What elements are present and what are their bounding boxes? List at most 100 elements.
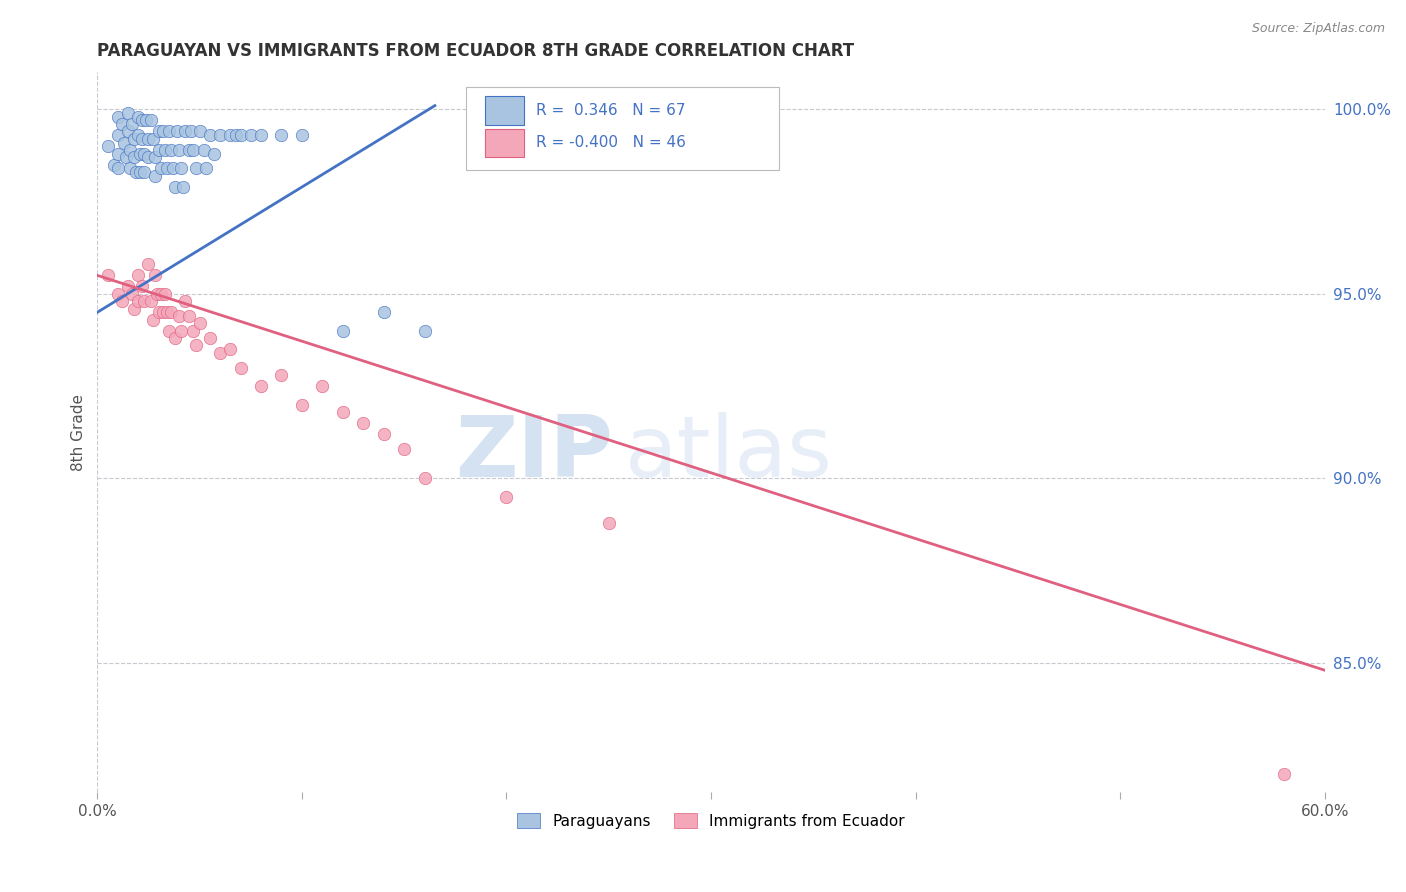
Point	[134, 165, 156, 179]
Point	[188, 316, 211, 330]
Point	[183, 324, 205, 338]
Point	[97, 139, 120, 153]
Point	[97, 268, 120, 283]
Point	[148, 305, 170, 319]
Point	[142, 312, 165, 326]
Point	[107, 286, 129, 301]
Y-axis label: 8th Grade: 8th Grade	[72, 393, 86, 471]
Point	[170, 161, 193, 176]
FancyBboxPatch shape	[485, 128, 524, 157]
Point	[198, 128, 221, 143]
Point	[142, 132, 165, 146]
Point	[111, 117, 134, 131]
Point	[202, 146, 225, 161]
Point	[183, 143, 205, 157]
Point	[117, 124, 139, 138]
Point	[270, 128, 292, 143]
Point	[143, 169, 166, 183]
Point	[131, 132, 153, 146]
Point	[291, 397, 314, 411]
Text: R =  0.346   N = 67: R = 0.346 N = 67	[536, 103, 685, 118]
Point	[111, 294, 134, 309]
Point	[250, 128, 273, 143]
Point	[160, 305, 183, 319]
Point	[209, 128, 232, 143]
Point	[103, 158, 125, 172]
Point	[131, 113, 153, 128]
Point	[112, 136, 135, 150]
Point	[160, 143, 183, 157]
FancyBboxPatch shape	[465, 87, 779, 169]
Text: atlas: atlas	[626, 412, 834, 495]
Point	[373, 427, 395, 442]
Point	[598, 516, 620, 530]
Point	[170, 324, 193, 338]
Text: ZIP: ZIP	[456, 412, 613, 495]
Point	[392, 442, 415, 456]
Point	[145, 286, 167, 301]
Point	[122, 150, 145, 164]
Point	[117, 106, 139, 120]
Text: R = -0.400   N = 46: R = -0.400 N = 46	[536, 136, 685, 151]
Point	[184, 338, 207, 352]
Point	[117, 279, 139, 293]
Point	[134, 294, 156, 309]
Point	[152, 305, 174, 319]
Point	[107, 128, 129, 143]
Point	[219, 128, 242, 143]
Point	[194, 161, 217, 176]
Point	[179, 143, 201, 157]
Point	[135, 113, 157, 128]
Point	[332, 405, 354, 419]
Point	[127, 268, 149, 283]
Point	[188, 124, 211, 138]
Point	[148, 124, 170, 138]
Point	[373, 305, 395, 319]
FancyBboxPatch shape	[485, 96, 524, 125]
Point	[143, 150, 166, 164]
Point	[413, 324, 436, 338]
Point	[250, 379, 273, 393]
Point	[166, 124, 188, 138]
Point	[157, 324, 180, 338]
Point	[139, 113, 162, 128]
Point	[332, 324, 354, 338]
Point	[131, 279, 153, 293]
Point	[138, 150, 160, 164]
Point	[107, 110, 129, 124]
Point	[148, 143, 170, 157]
Point	[152, 124, 174, 138]
Point	[352, 416, 374, 430]
Point	[198, 331, 221, 345]
Point	[179, 309, 201, 323]
Point	[122, 301, 145, 316]
Point	[156, 305, 179, 319]
Point	[121, 286, 143, 301]
Point	[184, 161, 207, 176]
Point	[209, 346, 232, 360]
Point	[495, 490, 517, 504]
Point	[107, 146, 129, 161]
Text: PARAGUAYAN VS IMMIGRANTS FROM ECUADOR 8TH GRADE CORRELATION CHART: PARAGUAYAN VS IMMIGRANTS FROM ECUADOR 8T…	[97, 42, 855, 60]
Point	[129, 165, 152, 179]
Point	[134, 146, 156, 161]
Point	[120, 161, 142, 176]
Point	[120, 143, 142, 157]
Point	[174, 124, 197, 138]
Point	[138, 132, 160, 146]
Point	[127, 294, 149, 309]
Point	[121, 117, 143, 131]
Point	[413, 471, 436, 485]
Point	[129, 146, 152, 161]
Text: Source: ZipAtlas.com: Source: ZipAtlas.com	[1251, 22, 1385, 36]
Point	[125, 165, 148, 179]
Point	[180, 124, 202, 138]
Point	[172, 179, 194, 194]
Point	[149, 161, 172, 176]
Point	[157, 124, 180, 138]
Point	[149, 286, 172, 301]
Point	[311, 379, 333, 393]
Point	[153, 286, 176, 301]
Point	[107, 161, 129, 176]
Point	[115, 150, 138, 164]
